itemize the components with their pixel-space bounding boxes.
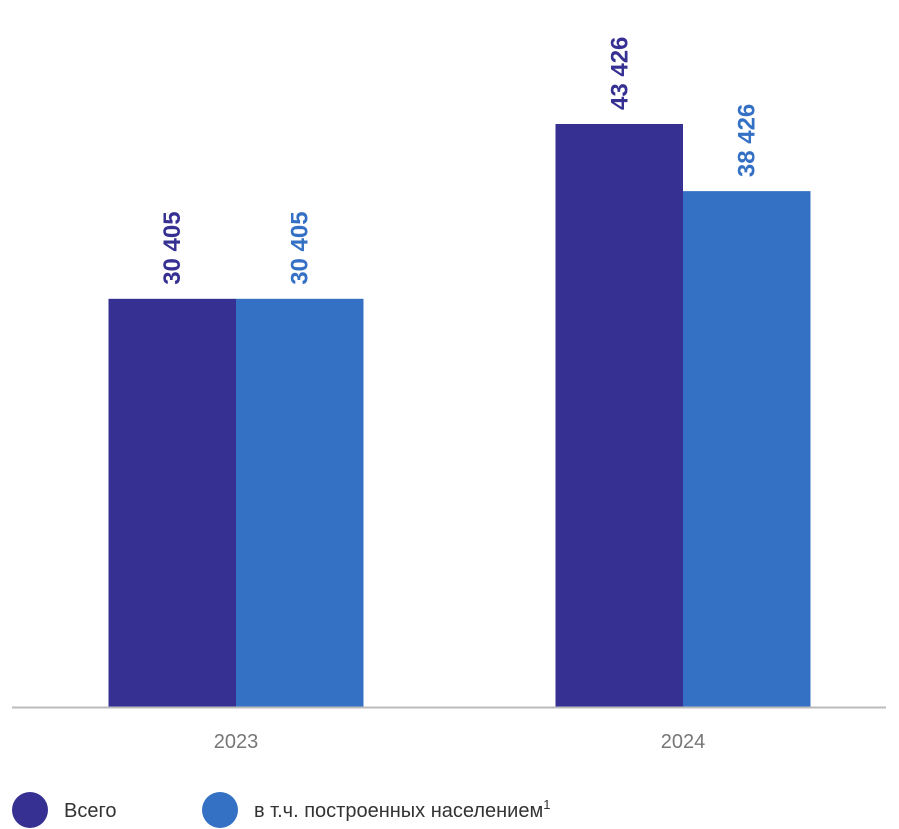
data-label: 30 405 [287,211,314,284]
x-tick-label: 2023 [214,731,259,753]
legend-marker [12,792,48,828]
bar [108,298,236,707]
data-label: 30 405 [159,211,186,284]
legend-text: Всего [64,800,116,822]
legend-text: в т.ч. построенных населением [254,800,543,822]
bar [555,124,683,707]
legend-label: в т.ч. построенных населением1 [254,797,550,822]
data-label: 43 426 [606,37,633,110]
legend-note: 1 [543,797,550,812]
legend-label: Всего [64,800,116,822]
data-label: 38 426 [734,104,761,177]
x-tick-label: 2024 [661,731,706,753]
bar [683,191,811,708]
bar [236,298,364,707]
legend-marker [202,792,238,828]
